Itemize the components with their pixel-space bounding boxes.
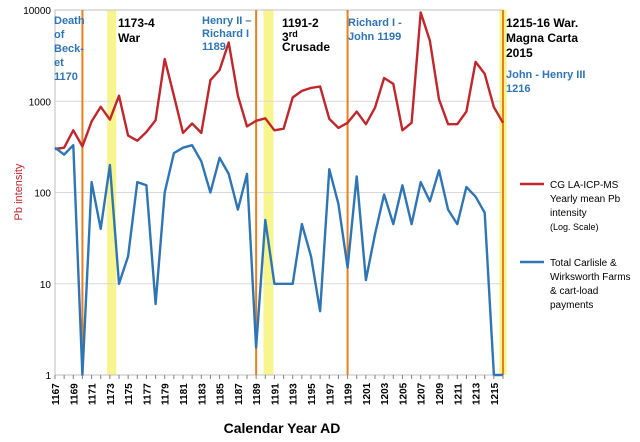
x-tick-label: 1173 <box>106 383 117 405</box>
x-tick-label: 1177 <box>142 383 153 405</box>
event-annotation: John - Henry III 1216 <box>506 69 585 95</box>
x-tick-label: 1181 <box>179 383 190 405</box>
y-axis-label: Pb intensity <box>13 163 25 220</box>
pb-intensity-line <box>54 11 505 151</box>
event-annotation: 1191-2 3rd Crusade <box>282 16 330 54</box>
x-tick-label: 1199 <box>344 383 355 405</box>
payments-line <box>54 143 503 377</box>
x-tick-label: 1213 <box>472 382 483 405</box>
event-annotation: Death of Beck-et 1170 <box>54 15 85 83</box>
x-tick-label: 1171 <box>88 383 99 405</box>
y-tick-label: 10 <box>40 280 52 291</box>
x-tick-label: 1189 <box>252 383 263 405</box>
x-tick-label: 1179 <box>161 383 172 405</box>
x-tick-label: 1167 <box>51 383 62 405</box>
x-tick-label: 1205 <box>398 382 409 405</box>
x-tick-label: 1195 <box>307 383 318 405</box>
x-tick-label: 1191 <box>270 383 281 405</box>
x-tick-label: 1183 <box>197 383 208 405</box>
x-tick-label: 1193 <box>289 383 300 405</box>
event-annotation: 1173-4 War <box>118 16 155 45</box>
x-tick-label: 1209 <box>435 382 446 405</box>
x-tick-label: 1197 <box>325 383 336 405</box>
x-tick-label: 1185 <box>216 383 227 405</box>
x-tick-label: 1203 <box>380 382 391 405</box>
event-annotation: 1215-16 War. Magna Carta 2015 <box>506 16 578 60</box>
event-annotation: Richard I -John 1199 <box>348 17 402 43</box>
y-tick-label: 1 <box>45 371 51 382</box>
x-tick-label: 1211 <box>453 383 464 405</box>
y-tick-label: 10000 <box>23 6 51 17</box>
x-axis-label: Calendar Year AD <box>224 420 341 436</box>
x-tick-label: 1175 <box>124 383 135 405</box>
event-annotation: Henry II – Richard I 1189 <box>202 15 252 53</box>
x-tick-label: 1207 <box>417 382 428 405</box>
legend-entry: Total Carlisle & Wirksworth Farms & cart-l… <box>550 258 631 311</box>
x-tick-label: 1169 <box>69 383 80 405</box>
y-tick-label: 1000 <box>29 97 52 108</box>
x-tick-label: 1215 <box>490 382 501 405</box>
x-tick-label: 1201 <box>362 382 373 405</box>
x-tick-label: 1187 <box>234 383 245 405</box>
y-tick-label: 100 <box>34 189 51 200</box>
legend-entry: CG LA-ICP-MS Yearly mean Pb intensity (Log.… <box>550 180 621 232</box>
